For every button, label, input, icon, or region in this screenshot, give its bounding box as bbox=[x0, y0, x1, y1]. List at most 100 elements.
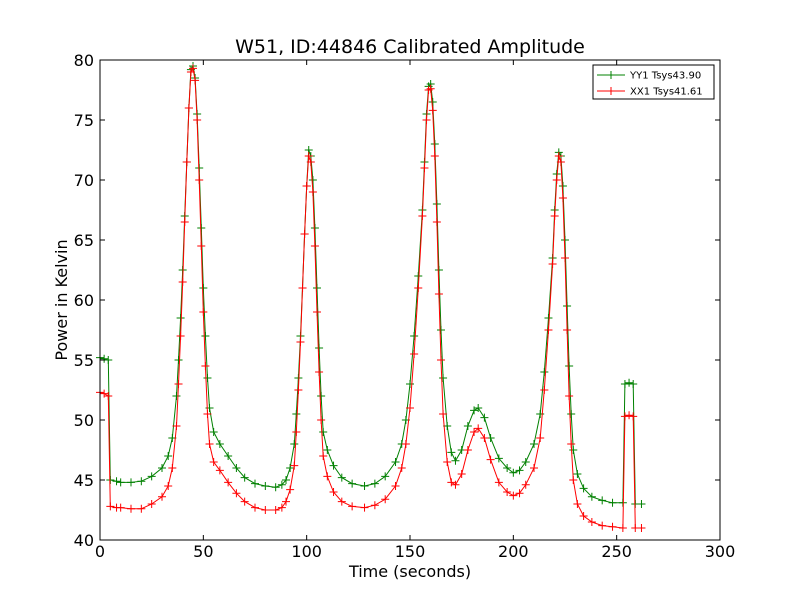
data-point bbox=[443, 458, 452, 466]
data-point bbox=[271, 483, 280, 492]
data-point bbox=[573, 500, 582, 508]
data-point bbox=[186, 68, 195, 76]
data-point bbox=[137, 504, 146, 513]
y-tick-label: 70 bbox=[74, 171, 94, 190]
data-point bbox=[232, 489, 241, 498]
data-point bbox=[463, 446, 472, 454]
data-point bbox=[494, 454, 503, 463]
data-point bbox=[232, 464, 241, 472]
data-point bbox=[337, 497, 346, 506]
data-point bbox=[620, 380, 629, 388]
data-point bbox=[540, 386, 549, 394]
data-point bbox=[561, 236, 569, 244]
data-point bbox=[298, 284, 307, 292]
x-tick-label: 100 bbox=[291, 542, 322, 561]
data-point bbox=[201, 362, 210, 370]
data-point bbox=[271, 506, 280, 514]
data-point bbox=[158, 464, 166, 472]
data-point bbox=[503, 464, 512, 472]
x-tick-label: 200 bbox=[498, 542, 529, 561]
legend-marker bbox=[607, 87, 615, 95]
data-point bbox=[544, 326, 553, 334]
data-point bbox=[558, 182, 567, 190]
data-point bbox=[317, 416, 326, 424]
data-point bbox=[224, 452, 233, 460]
data-point bbox=[296, 338, 305, 346]
data-point bbox=[536, 434, 545, 442]
data-point bbox=[286, 464, 295, 472]
data-point bbox=[451, 480, 460, 489]
data-point bbox=[176, 314, 185, 322]
data-point bbox=[474, 404, 483, 412]
data-point bbox=[348, 479, 357, 488]
data-point bbox=[189, 64, 197, 73]
data-point bbox=[509, 491, 518, 500]
data-point bbox=[629, 412, 638, 421]
data-point bbox=[530, 440, 538, 448]
data-point bbox=[470, 406, 479, 415]
data-point bbox=[370, 479, 379, 488]
data-point bbox=[300, 230, 309, 238]
data-point bbox=[434, 290, 443, 298]
data-point bbox=[147, 472, 156, 481]
y-tick-label: 40 bbox=[74, 531, 94, 550]
data-point bbox=[486, 455, 495, 464]
y-tick-label: 50 bbox=[74, 411, 94, 430]
chart-title: W51, ID:44846 Calibrated Amplitude bbox=[235, 36, 585, 58]
data-point bbox=[106, 502, 115, 511]
data-point bbox=[397, 464, 406, 472]
data-point bbox=[428, 106, 437, 115]
data-point bbox=[558, 194, 567, 202]
data-point bbox=[116, 478, 125, 487]
data-point bbox=[319, 428, 328, 436]
data-point bbox=[292, 428, 301, 436]
data-point bbox=[410, 350, 419, 358]
data-point bbox=[550, 212, 559, 220]
series-0 bbox=[96, 62, 646, 508]
data-point bbox=[104, 356, 113, 364]
data-point bbox=[620, 412, 629, 421]
data-point bbox=[174, 356, 183, 364]
data-point bbox=[573, 470, 582, 478]
data-point bbox=[290, 440, 299, 448]
data-point bbox=[463, 422, 472, 430]
data-point bbox=[251, 503, 259, 512]
data-point bbox=[310, 224, 319, 232]
data-point bbox=[203, 374, 212, 382]
data-point bbox=[565, 362, 574, 370]
data-point bbox=[381, 495, 390, 504]
data-point bbox=[251, 479, 259, 488]
data-point bbox=[308, 176, 317, 184]
data-point bbox=[430, 152, 439, 160]
data-point bbox=[277, 480, 286, 489]
data-point bbox=[608, 522, 617, 531]
data-point bbox=[116, 503, 125, 512]
data-point bbox=[391, 458, 400, 466]
data-point bbox=[637, 524, 646, 532]
data-point bbox=[414, 272, 423, 280]
data-point bbox=[567, 410, 576, 418]
data-point bbox=[470, 428, 479, 436]
data-point bbox=[587, 492, 596, 501]
data-point bbox=[561, 254, 569, 262]
data-point bbox=[329, 461, 338, 470]
data-point bbox=[503, 488, 512, 496]
data-point bbox=[306, 158, 315, 166]
data-point bbox=[579, 512, 588, 520]
data-point bbox=[203, 410, 212, 418]
data-point bbox=[261, 482, 270, 490]
data-point bbox=[209, 458, 218, 466]
data-point bbox=[401, 440, 410, 448]
data-point bbox=[569, 446, 578, 454]
data-point bbox=[337, 473, 346, 482]
data-point bbox=[282, 476, 290, 484]
data-point bbox=[618, 524, 627, 532]
data-point bbox=[100, 389, 109, 398]
data-point bbox=[521, 458, 530, 466]
data-point bbox=[168, 464, 177, 472]
data-point bbox=[437, 326, 445, 334]
data-point bbox=[193, 116, 202, 124]
data-point bbox=[201, 332, 210, 340]
data-point bbox=[381, 472, 390, 481]
